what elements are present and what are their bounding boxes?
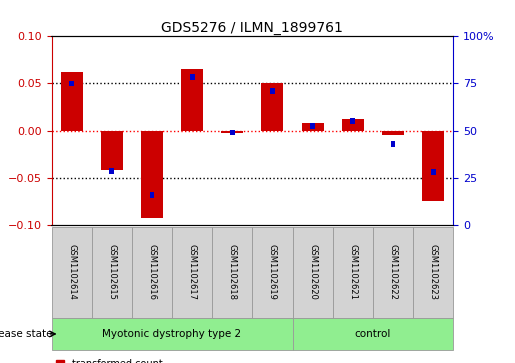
FancyBboxPatch shape [333,227,373,318]
Bar [190,74,195,80]
Text: GSM1102616: GSM1102616 [147,244,157,300]
Text: GSM1102623: GSM1102623 [428,244,438,300]
Bar [382,131,404,135]
FancyBboxPatch shape [52,318,293,350]
Bar [181,69,203,131]
Bar [270,88,275,94]
Text: control: control [355,329,391,339]
FancyBboxPatch shape [132,227,172,318]
Text: GSM1102615: GSM1102615 [107,244,116,300]
FancyBboxPatch shape [413,227,453,318]
Text: GSM1102622: GSM1102622 [388,244,398,300]
Bar [69,81,74,86]
FancyBboxPatch shape [373,227,413,318]
Bar [262,83,283,131]
Text: GSM1102621: GSM1102621 [348,244,357,300]
Text: GSM1102617: GSM1102617 [187,244,197,300]
FancyBboxPatch shape [293,227,333,318]
Bar [310,123,315,129]
Bar [342,119,364,131]
Bar [350,118,355,124]
FancyBboxPatch shape [172,227,212,318]
Text: GSM1102618: GSM1102618 [228,244,237,300]
Bar [422,131,444,201]
Bar [390,141,396,147]
Text: Myotonic dystrophy type 2: Myotonic dystrophy type 2 [102,329,242,339]
Bar [230,130,235,135]
Text: GSM1102620: GSM1102620 [308,244,317,300]
Bar [221,131,243,132]
Bar [302,123,323,131]
Bar [141,131,163,219]
Text: disease state: disease state [0,329,53,339]
FancyBboxPatch shape [293,318,453,350]
FancyBboxPatch shape [92,227,132,318]
FancyBboxPatch shape [252,227,293,318]
FancyBboxPatch shape [52,227,92,318]
Text: GSM1102619: GSM1102619 [268,244,277,300]
Bar [109,168,114,174]
Legend: transformed count, percentile rank within the sample: transformed count, percentile rank withi… [56,359,237,363]
Bar [101,131,123,170]
Text: GSM1102614: GSM1102614 [67,244,76,300]
FancyBboxPatch shape [212,227,252,318]
Title: GDS5276 / ILMN_1899761: GDS5276 / ILMN_1899761 [161,21,344,35]
Bar [61,72,82,131]
Bar [149,192,154,198]
Bar [431,170,436,175]
